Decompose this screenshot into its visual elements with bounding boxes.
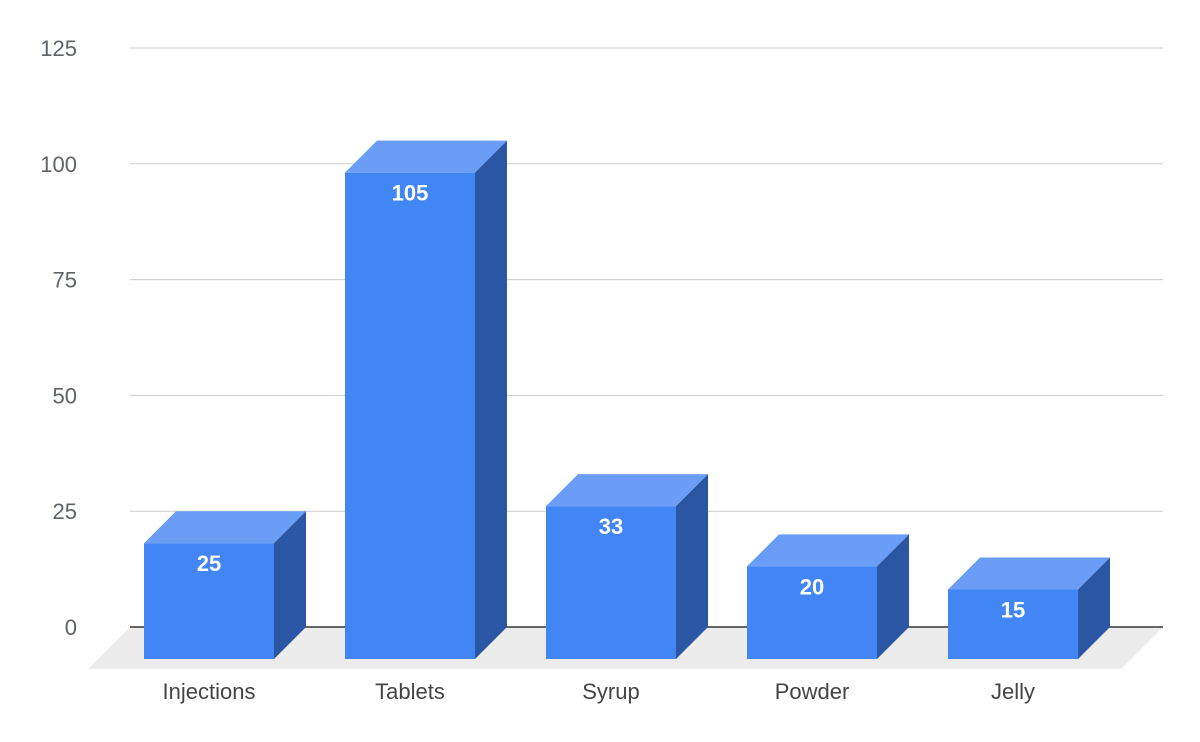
bar-front xyxy=(546,506,676,659)
bar-top xyxy=(345,140,507,173)
bar: 20 xyxy=(747,534,909,659)
bar-front xyxy=(144,543,274,659)
x-tick-label: Jelly xyxy=(991,679,1035,704)
bar-front xyxy=(345,172,475,659)
bar-side xyxy=(676,474,708,659)
y-tick-label: 25 xyxy=(53,499,77,524)
bar-top xyxy=(948,557,1110,590)
bars: 25 105 33 20 15 xyxy=(144,140,1110,659)
y-axis: 0 25 50 75 100 125 xyxy=(40,36,77,640)
data-label: 25 xyxy=(197,551,221,576)
data-label: 105 xyxy=(392,181,429,206)
data-label: 33 xyxy=(599,514,623,539)
y-tick-label: 125 xyxy=(40,36,77,61)
bar-front xyxy=(747,566,877,659)
y-tick-label: 75 xyxy=(53,268,77,293)
bar-side xyxy=(274,511,306,659)
bar-front xyxy=(948,589,1078,659)
data-label: 20 xyxy=(800,574,824,599)
bar-side xyxy=(1078,557,1110,659)
x-tick-label: Injections xyxy=(163,679,256,704)
y-tick-label: 0 xyxy=(65,615,77,640)
y-tick-label: 50 xyxy=(53,383,77,408)
y-tick-label: 100 xyxy=(40,152,77,177)
bar-top xyxy=(747,534,909,567)
bar-side xyxy=(877,534,909,659)
bar-side xyxy=(475,140,507,659)
bar-top xyxy=(546,474,708,507)
bar: 105 xyxy=(345,140,507,659)
bar: 25 xyxy=(144,511,306,659)
data-label: 15 xyxy=(1001,598,1025,623)
x-axis: Injections Tablets Syrup Powder Jelly xyxy=(163,679,1035,704)
bar: 15 xyxy=(948,557,1110,659)
x-tick-label: Tablets xyxy=(375,679,445,704)
bar: 33 xyxy=(546,474,708,659)
x-tick-label: Syrup xyxy=(582,679,639,704)
x-tick-label: Powder xyxy=(775,679,850,704)
bar-top xyxy=(144,511,306,544)
